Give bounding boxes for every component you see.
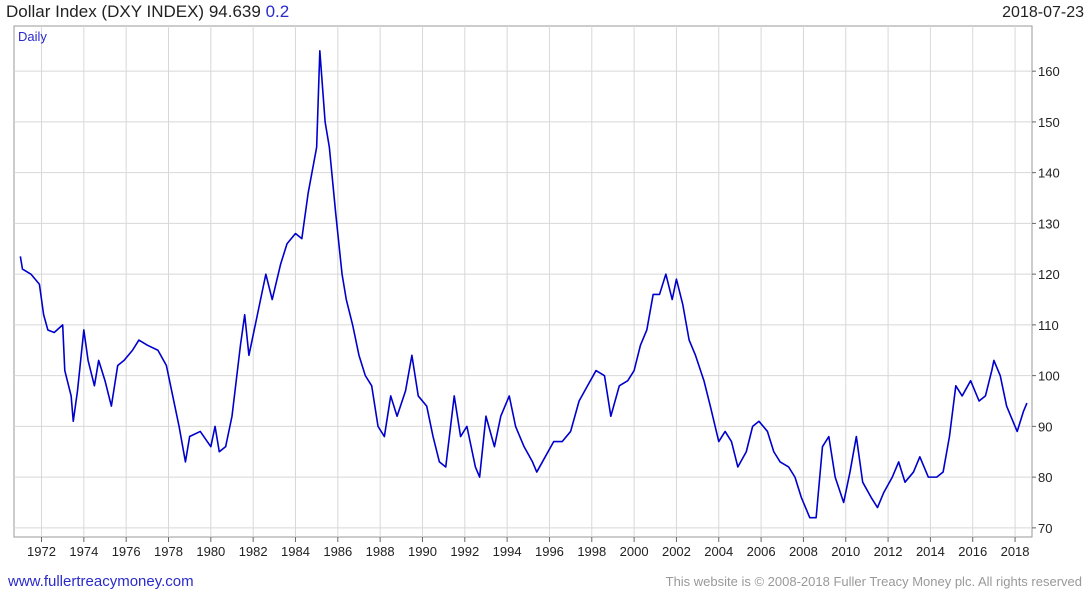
x-tick-label: 1986 — [323, 544, 352, 559]
y-tick-label: 140 — [1038, 166, 1060, 181]
x-tick-label: 2002 — [662, 544, 691, 559]
x-tick-label: 2008 — [789, 544, 818, 559]
x-tick-label: 2018 — [1001, 544, 1030, 559]
y-tick-label: 80 — [1038, 470, 1052, 485]
x-tick-label: 1996 — [535, 544, 564, 559]
x-tick-label: 1972 — [27, 544, 56, 559]
x-tick-label: 2000 — [620, 544, 649, 559]
grid — [14, 26, 1032, 537]
y-tick-label: 130 — [1038, 216, 1060, 231]
last-value: 94.639 — [209, 2, 261, 21]
copyright: This website is © 2008-2018 Fuller Treac… — [666, 574, 1082, 589]
x-tick-label: 1988 — [366, 544, 395, 559]
x-tick-label: 1992 — [450, 544, 479, 559]
x-tick-label: 1976 — [112, 544, 141, 559]
x-tick-label: 1994 — [493, 544, 522, 559]
plot-area — [13, 25, 1033, 538]
x-tick-label: 2012 — [874, 544, 903, 559]
y-tick-label: 150 — [1038, 115, 1060, 130]
x-tick-label: 2016 — [958, 544, 987, 559]
x-tick-label: 1974 — [69, 544, 98, 559]
x-tick-label: 2014 — [916, 544, 945, 559]
title: Dollar Index (DXY INDEX) — [6, 2, 204, 21]
x-tick-label: 1998 — [577, 544, 606, 559]
change: 0.2 — [266, 2, 290, 21]
x-tick-label: 1980 — [196, 544, 225, 559]
y-tick-label: 70 — [1038, 521, 1052, 536]
x-tick-label: 1990 — [408, 544, 437, 559]
x-tick-label: 2004 — [704, 544, 733, 559]
chart-title: Dollar Index (DXY INDEX) 94.639 0.2 — [6, 2, 289, 21]
x-tick-label: 1978 — [154, 544, 183, 559]
y-tick-label: 160 — [1038, 64, 1060, 79]
x-tick-label: 1984 — [281, 544, 310, 559]
y-tick-label: 90 — [1038, 419, 1052, 434]
series-line — [19, 50, 1028, 519]
y-tick-label: 100 — [1038, 369, 1060, 384]
y-tick-label: 110 — [1038, 318, 1059, 333]
date: 2018-07-23 — [1002, 4, 1084, 21]
frequency: Daily — [18, 29, 47, 44]
y-tick-label: 120 — [1038, 267, 1060, 282]
footer-link[interactable]: www.fullertreacymoney.com — [7, 573, 194, 590]
x-tick-label: 2010 — [831, 544, 860, 559]
x-tick-label: 1982 — [239, 544, 268, 559]
x-tick-label: 2006 — [747, 544, 776, 559]
